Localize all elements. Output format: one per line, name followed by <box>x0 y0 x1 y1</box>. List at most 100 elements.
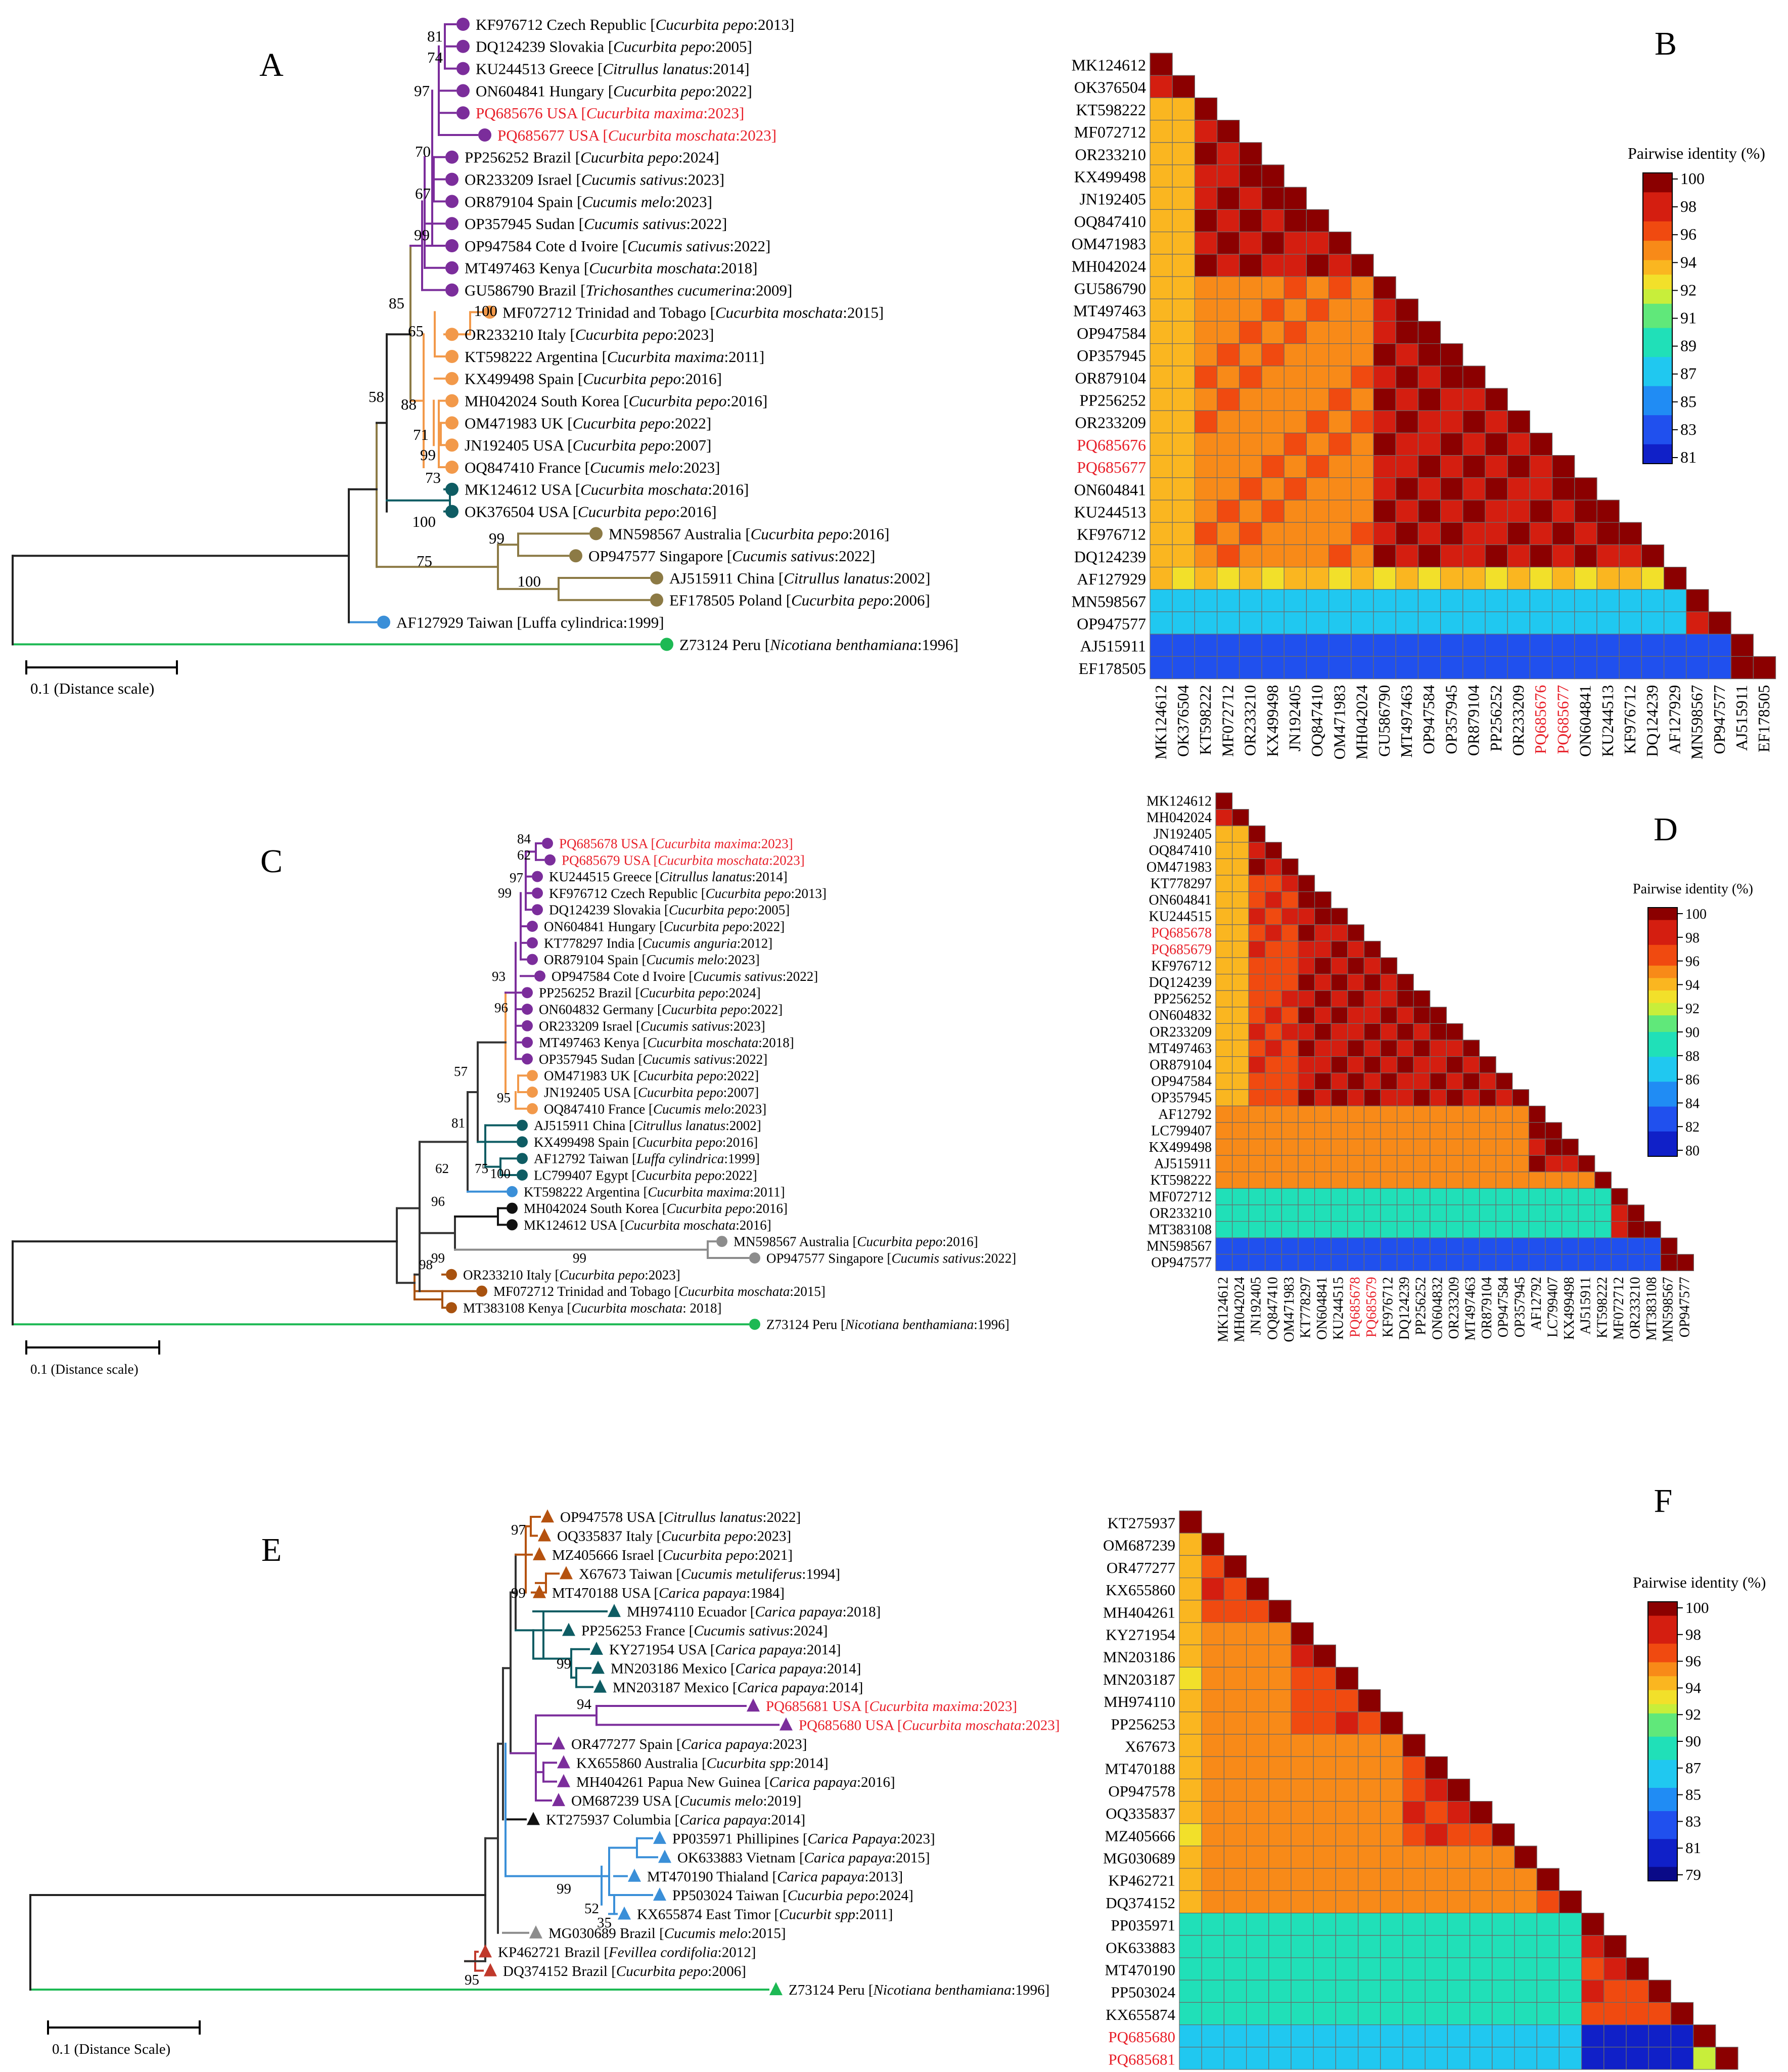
legend-tick-label: 89 <box>1680 337 1697 355</box>
matrix-cell <box>1232 1122 1249 1140</box>
matrix-cell <box>1248 858 1266 876</box>
matrix-col-label: OM471983 <box>1281 1277 1297 1342</box>
tip-marker-dq374152 <box>484 1963 497 1976</box>
matrix-cell <box>1217 209 1240 233</box>
matrix-cell <box>1619 656 1642 680</box>
matrix-cell <box>1215 940 1233 958</box>
taxon-label-kt275937: KT275937 Columbia [Carica papaya:2014] <box>546 1812 805 1828</box>
legend-frame <box>1647 907 1678 1157</box>
matrix-cell <box>1223 1578 1247 1601</box>
matrix-cell <box>1248 1007 1266 1024</box>
matrix-cell <box>1363 1040 1381 1057</box>
matrix-cell <box>1417 566 1441 590</box>
bootstrap-value: 75 <box>475 1161 488 1176</box>
matrix-cell <box>1150 187 1173 210</box>
taxon-label-mt497463: MT497463 Kenya [Cucurbita moschata:2018] <box>539 1035 794 1050</box>
matrix-cell <box>1603 1979 1627 2003</box>
matrix-cell <box>1528 1221 1546 1238</box>
matrix-cell <box>1373 276 1396 299</box>
matrix-cell <box>1446 1072 1463 1090</box>
matrix-cell <box>1179 1756 1202 1779</box>
matrix-cell <box>1283 366 1307 389</box>
matrix-col-label: EF178505 <box>1755 685 1773 752</box>
matrix-cell <box>1306 544 1329 568</box>
tip-marker-kf976712 <box>456 18 470 31</box>
tip-marker-pq685676 <box>456 106 470 120</box>
legend-gradient-step <box>1643 357 1672 363</box>
matrix-cell <box>1462 656 1486 680</box>
matrix-cell <box>1281 990 1299 1008</box>
matrix-cell <box>1215 1139 1233 1156</box>
matrix-cell <box>1283 589 1307 612</box>
matrix-cell <box>1281 1122 1299 1140</box>
legend-gradient-step <box>1643 410 1672 416</box>
matrix-cell <box>1248 1172 1266 1189</box>
matrix-cell <box>1283 276 1307 299</box>
matrix-cell <box>1363 1056 1381 1073</box>
legend-gradient-step <box>1643 241 1672 246</box>
matrix-cell <box>1217 388 1240 411</box>
matrix-cell <box>1514 1845 1537 1869</box>
bootstrap-value: 99 <box>557 1656 571 1672</box>
matrix-cell <box>1261 388 1285 411</box>
legend-gradient-step <box>1648 1839 1677 1844</box>
matrix-cell <box>1223 1689 1247 1713</box>
matrix-cell <box>1194 254 1218 277</box>
legend-gradient-step <box>1648 908 1677 913</box>
legend-gradient-step <box>1643 260 1672 266</box>
legend-gradient-step <box>1648 1672 1677 1677</box>
legend-gradient-step <box>1648 1643 1677 1649</box>
bootstrap-value: 100 <box>474 302 498 320</box>
matrix-cell <box>1281 891 1299 909</box>
matrix-cell <box>1150 611 1173 635</box>
matrix-row-label: OR477277 <box>1107 1559 1175 1576</box>
matrix-cell <box>1248 891 1266 909</box>
matrix-cell <box>1217 432 1240 456</box>
matrix-cell <box>1552 566 1575 590</box>
matrix-cell <box>1150 500 1173 523</box>
matrix-cell <box>1512 1221 1530 1238</box>
matrix-cell <box>1363 1221 1381 1238</box>
matrix-cell <box>1529 611 1553 635</box>
matrix-cell <box>1298 957 1315 975</box>
matrix-cell <box>1619 634 1642 657</box>
matrix-row-label: OR233210 <box>1150 1205 1212 1221</box>
matrix-row-label: X67673 <box>1125 1737 1175 1755</box>
matrix-col-label: PP256252 <box>1413 1277 1429 1335</box>
matrix-cell <box>1347 1204 1365 1222</box>
taxon-label-ku244515: KU244515 Greece [Citrullus lanatus:2014] <box>549 869 788 884</box>
matrix-cell <box>1313 1778 1336 1802</box>
matrix-cell <box>1150 53 1173 76</box>
legend-tick-label: 87 <box>1680 365 1697 383</box>
matrix-cell <box>1223 1979 1247 2003</box>
matrix-col-label: OR233210 <box>1241 685 1259 756</box>
matrix-cell <box>1150 209 1173 233</box>
matrix-cell <box>1708 656 1731 680</box>
matrix-cell <box>1603 2024 1627 2048</box>
legend-tick-label: 98 <box>1685 1626 1701 1643</box>
matrix-cell <box>1447 2002 1471 2025</box>
matrix-cell <box>1363 1237 1381 1255</box>
matrix-row-label: OP947577 <box>1077 614 1146 633</box>
matrix-cell <box>1331 1172 1348 1189</box>
matrix-cell <box>1239 544 1262 568</box>
legend-gradient-step <box>1648 1611 1677 1616</box>
matrix-cell <box>1194 164 1218 188</box>
matrix-cell <box>1283 455 1307 478</box>
matrix-cell <box>1347 1139 1365 1156</box>
legend-gradient-step <box>1648 1061 1677 1066</box>
matrix-cell <box>1201 1823 1224 1846</box>
matrix-cell <box>1215 1221 1233 1238</box>
matrix-cell <box>1413 1040 1431 1057</box>
matrix-cell <box>1281 1072 1299 1090</box>
bootstrap-value: 99 <box>431 1250 445 1266</box>
matrix-cell <box>1462 388 1486 411</box>
tip-marker-op947584 <box>445 239 459 252</box>
matrix-cell <box>1248 1122 1266 1140</box>
matrix-cell <box>1363 1172 1381 1189</box>
legend-gradient-step <box>1648 1003 1677 1008</box>
matrix-cell <box>1239 164 1262 188</box>
matrix-cell <box>1413 1172 1431 1189</box>
matrix-cell <box>1402 1734 1426 1757</box>
matrix-cell <box>1239 276 1262 299</box>
